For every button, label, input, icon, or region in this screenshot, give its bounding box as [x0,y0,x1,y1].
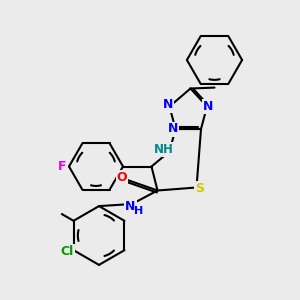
Text: S: S [195,182,204,195]
Text: N: N [203,100,214,113]
Text: N: N [125,200,136,213]
Text: O: O [117,171,128,184]
Text: H: H [134,206,143,216]
Text: Cl: Cl [60,245,74,258]
Text: NH: NH [154,142,174,156]
Text: N: N [163,98,173,112]
Text: F: F [58,160,67,173]
Text: N: N [168,122,178,136]
